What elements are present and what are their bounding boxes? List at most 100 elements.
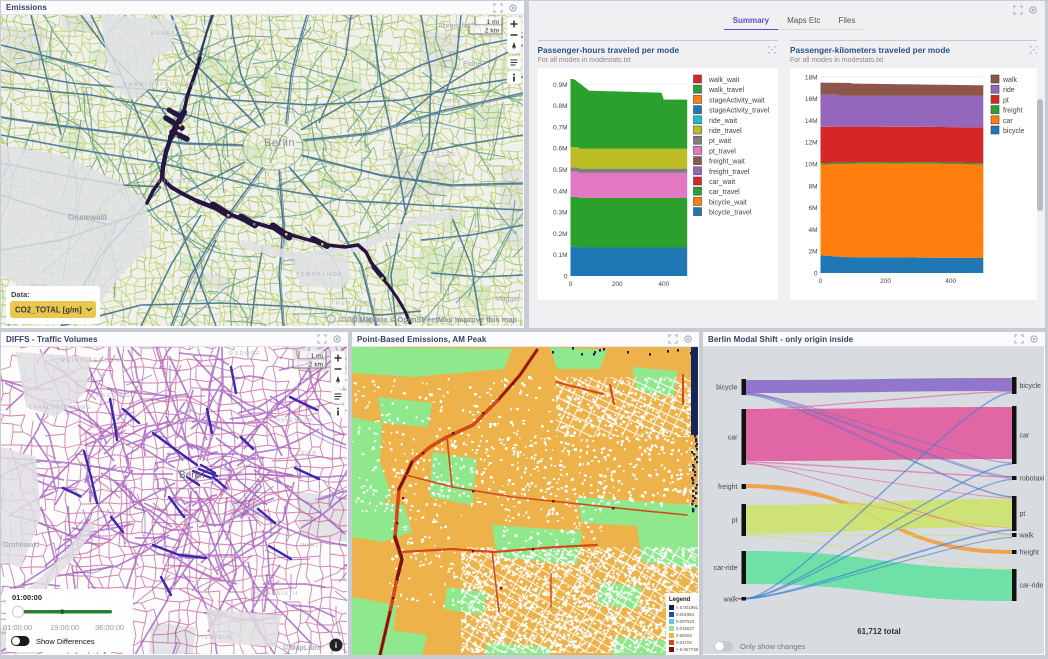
svg-text:ride_wait: ride_wait — [709, 118, 737, 125]
svg-text:JOHANNISTH: JOHANNISTH — [253, 591, 298, 597]
svg-text:car-ride: car-ride — [1020, 583, 1044, 590]
svg-text:bicycle: bicycle — [1003, 128, 1025, 135]
svg-text:KAULSDORF: KAULSDORF — [416, 99, 463, 105]
svg-text:freight_travel: freight_travel — [709, 169, 750, 176]
svg-text:0.2M: 0.2M — [553, 231, 567, 238]
svg-text:bicycle_wait: bicycle_wait — [709, 199, 747, 206]
svg-text:0: 0 — [568, 281, 572, 288]
svg-text:freight: freight — [718, 484, 738, 491]
svg-text:0.8M: 0.8M — [553, 103, 567, 110]
svg-text:0: 0 — [819, 278, 823, 285]
svg-text:2 km: 2 km — [309, 362, 323, 369]
svg-text:Legend: Legend — [669, 597, 691, 603]
svg-text:car: car — [1020, 433, 1030, 440]
svg-text:car: car — [728, 435, 738, 442]
svg-text:Ahrensfelde: Ahrensfelde — [438, 21, 478, 30]
svg-text:0.001981: 0.001981 — [676, 612, 695, 617]
svg-text:stageActivity_travel: stageActivity_travel — [709, 108, 770, 115]
svg-text:WEDDING: WEDDING — [96, 393, 131, 399]
svg-text:400: 400 — [658, 281, 669, 288]
svg-text:Show Differences: Show Differences — [36, 637, 95, 646]
svg-text:walk: walk — [1002, 77, 1018, 84]
svg-text:© Mapbox © OpenStreetMap Impro: © Mapbox © OpenStreetMap Improve this ma… — [352, 315, 518, 324]
svg-text:16M: 16M — [805, 96, 818, 103]
svg-text:TEMPELHOF: TEMPELHOF — [296, 272, 343, 278]
svg-text:4M: 4M — [808, 227, 817, 234]
svg-text:car_wait: car_wait — [709, 179, 735, 186]
svg-text:RSDORF: RSDORF — [229, 351, 261, 357]
svg-text:12M: 12M — [805, 140, 818, 147]
svg-text:19:00:00: 19:00:00 — [50, 623, 79, 632]
svg-text:freight: freight — [1020, 550, 1040, 557]
svg-text:01:00:00: 01:00:00 — [3, 623, 32, 632]
svg-text:1 mi: 1 mi — [487, 19, 499, 26]
svg-text:01:00:00: 01:00:00 — [12, 593, 42, 602]
svg-text:Grunewald: Grunewald — [3, 540, 39, 549]
svg-text:car-ride: car-ride — [714, 565, 738, 572]
svg-text:Eiche: Eiche — [463, 59, 482, 68]
svg-text:pt: pt — [1003, 97, 1009, 104]
svg-text:6M: 6M — [808, 205, 817, 212]
svg-text:© MapLibre: © MapLibre — [283, 644, 321, 652]
svg-text:maplibre: maplibre — [338, 314, 378, 325]
svg-text:8M: 8M — [808, 183, 817, 190]
svg-text:HOHENSCH: HOHENSCH — [276, 418, 313, 424]
svg-text:0.9M: 0.9M — [553, 82, 567, 89]
svg-text:WARLS: WARLS — [301, 543, 324, 549]
svg-text:CHARLOTTENBURG: CHARLOTTENBURG — [123, 82, 197, 88]
svg-text:0.04702: 0.04702 — [676, 640, 692, 645]
svg-text:0: 0 — [563, 274, 567, 281]
svg-text:robotaxi: robotaxi — [1020, 476, 1045, 483]
svg-text:pt_travel: pt_travel — [709, 148, 736, 155]
svg-text:0.6M: 0.6M — [553, 146, 567, 153]
svg-text:18M: 18M — [805, 74, 818, 81]
svg-text:TEMPELH: TEMPELH — [201, 635, 232, 641]
svg-text:freight_wait: freight_wait — [709, 159, 745, 166]
svg-text:0.5M: 0.5M — [553, 167, 567, 174]
svg-text:Data:: Data: — [11, 290, 30, 299]
svg-text:TRIER: TRIER — [297, 451, 317, 457]
svg-text:400: 400 — [945, 278, 956, 285]
svg-text:Only show changes: Only show changes — [740, 642, 806, 651]
svg-text:0.3M: 0.3M — [553, 210, 567, 217]
svg-text:ride_travel: ride_travel — [709, 128, 742, 135]
svg-text:bicycle: bicycle — [1020, 383, 1042, 390]
svg-text:TREPTOW: TREPTOW — [331, 301, 369, 307]
svg-text:0.016027: 0.016027 — [676, 626, 695, 631]
svg-text:pt_wait: pt_wait — [709, 138, 731, 145]
svg-text:< 0.001981: < 0.001981 — [676, 605, 698, 610]
svg-text:Grunewald: Grunewald — [68, 213, 107, 222]
svg-text:Berlin: Berlin — [179, 470, 205, 481]
svg-text:pt: pt — [732, 518, 738, 525]
svg-text:200: 200 — [611, 281, 622, 288]
svg-text:WE: WE — [229, 59, 241, 65]
svg-text:10M: 10M — [805, 162, 818, 169]
svg-text:i: i — [335, 641, 337, 650]
svg-text:bicycle: bicycle — [716, 385, 738, 392]
svg-text:car: car — [1003, 118, 1013, 125]
svg-text:36:00:00: 36:00:00 — [95, 623, 124, 632]
svg-text:CO2_TOTAL [g/m]: CO2_TOTAL [g/m] — [15, 306, 82, 315]
svg-text:bicycle_travel: bicycle_travel — [709, 210, 752, 217]
svg-text:Berlin: Berlin — [264, 137, 295, 149]
svg-text:0.007923: 0.007923 — [676, 619, 695, 624]
svg-text:0.4M: 0.4M — [553, 188, 567, 195]
svg-text:0: 0 — [814, 271, 818, 278]
svg-text:61,712 total: 61,712 total — [857, 627, 901, 636]
svg-text:0.7M: 0.7M — [553, 124, 567, 131]
svg-text:> 0.067738: > 0.067738 — [676, 647, 698, 652]
svg-text:KONRADSH: KONRADSH — [151, 31, 191, 37]
svg-text:walk_wait: walk_wait — [708, 77, 739, 84]
svg-text:walk: walk — [722, 596, 738, 603]
svg-text:pt: pt — [1020, 511, 1026, 518]
svg-text:0.60093: 0.60093 — [676, 633, 692, 638]
svg-text:walk: walk — [1019, 533, 1035, 540]
svg-text:GRUNEWALD: GRUNEWALD — [151, 179, 197, 185]
svg-text:14M: 14M — [805, 118, 818, 125]
svg-text:car_travel: car_travel — [709, 189, 740, 196]
svg-text:freight: freight — [1003, 108, 1023, 115]
svg-text:2 km: 2 km — [485, 28, 499, 35]
svg-text:0.1M: 0.1M — [553, 252, 567, 259]
svg-text:stageActivity_wait: stageActivity_wait — [709, 97, 765, 104]
svg-text:2M: 2M — [808, 249, 817, 256]
